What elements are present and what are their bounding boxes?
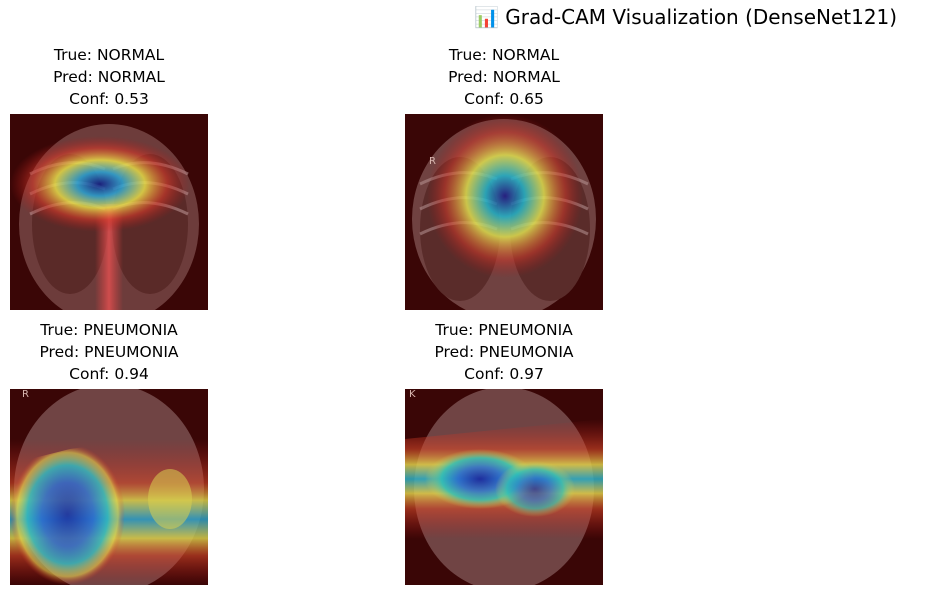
true-label: True: PNEUMONIA	[435, 321, 573, 339]
pred-label: Pred: PNEUMONIA	[39, 343, 179, 361]
confidence-label: Conf: 0.97	[464, 365, 544, 383]
side-marker: K	[409, 389, 416, 400]
xray-heatmap-image: R	[405, 114, 603, 310]
figure-title: 📊 Grad-CAM Visualization (DenseNet121)	[474, 5, 898, 29]
pred-label: Pred: NORMAL	[448, 68, 560, 86]
panel-caption: True: NORMAL Pred: NORMAL Conf: 0.65	[374, 44, 634, 110]
panel-caption: True: PNEUMONIA Pred: PNEUMONIA Conf: 0.…	[0, 319, 239, 385]
true-label: True: PNEUMONIA	[40, 321, 178, 339]
true-label: True: NORMAL	[448, 46, 560, 64]
xray-heatmap-image	[10, 114, 208, 310]
true-label: True: NORMAL	[53, 46, 165, 64]
confidence-label: Conf: 0.65	[464, 90, 544, 108]
side-marker: R	[22, 389, 29, 400]
xray-heatmap-image: R	[10, 389, 208, 585]
panel-caption: True: NORMAL Pred: NORMAL Conf: 0.53	[0, 44, 239, 110]
confidence-label: Conf: 0.94	[69, 365, 149, 383]
gradcam-panel-1: True: NORMAL Pred: NORMAL Conf: 0.53	[10, 44, 208, 310]
gradcam-panel-2: True: NORMAL Pred: NORMAL Conf: 0.65	[405, 44, 603, 310]
gradcam-panel-3: True: PNEUMONIA Pred: PNEUMONIA Conf: 0.…	[10, 319, 208, 585]
confidence-label: Conf: 0.53	[69, 90, 149, 108]
pred-label: Pred: NORMAL	[53, 68, 165, 86]
gradcam-panel-4: True: PNEUMONIA Pred: PNEUMONIA Conf: 0.…	[405, 319, 603, 585]
side-marker: R	[429, 156, 436, 167]
pred-label: Pred: PNEUMONIA	[434, 343, 574, 361]
panel-caption: True: PNEUMONIA Pred: PNEUMONIA Conf: 0.…	[374, 319, 634, 385]
xray-heatmap-image: K	[405, 389, 603, 585]
